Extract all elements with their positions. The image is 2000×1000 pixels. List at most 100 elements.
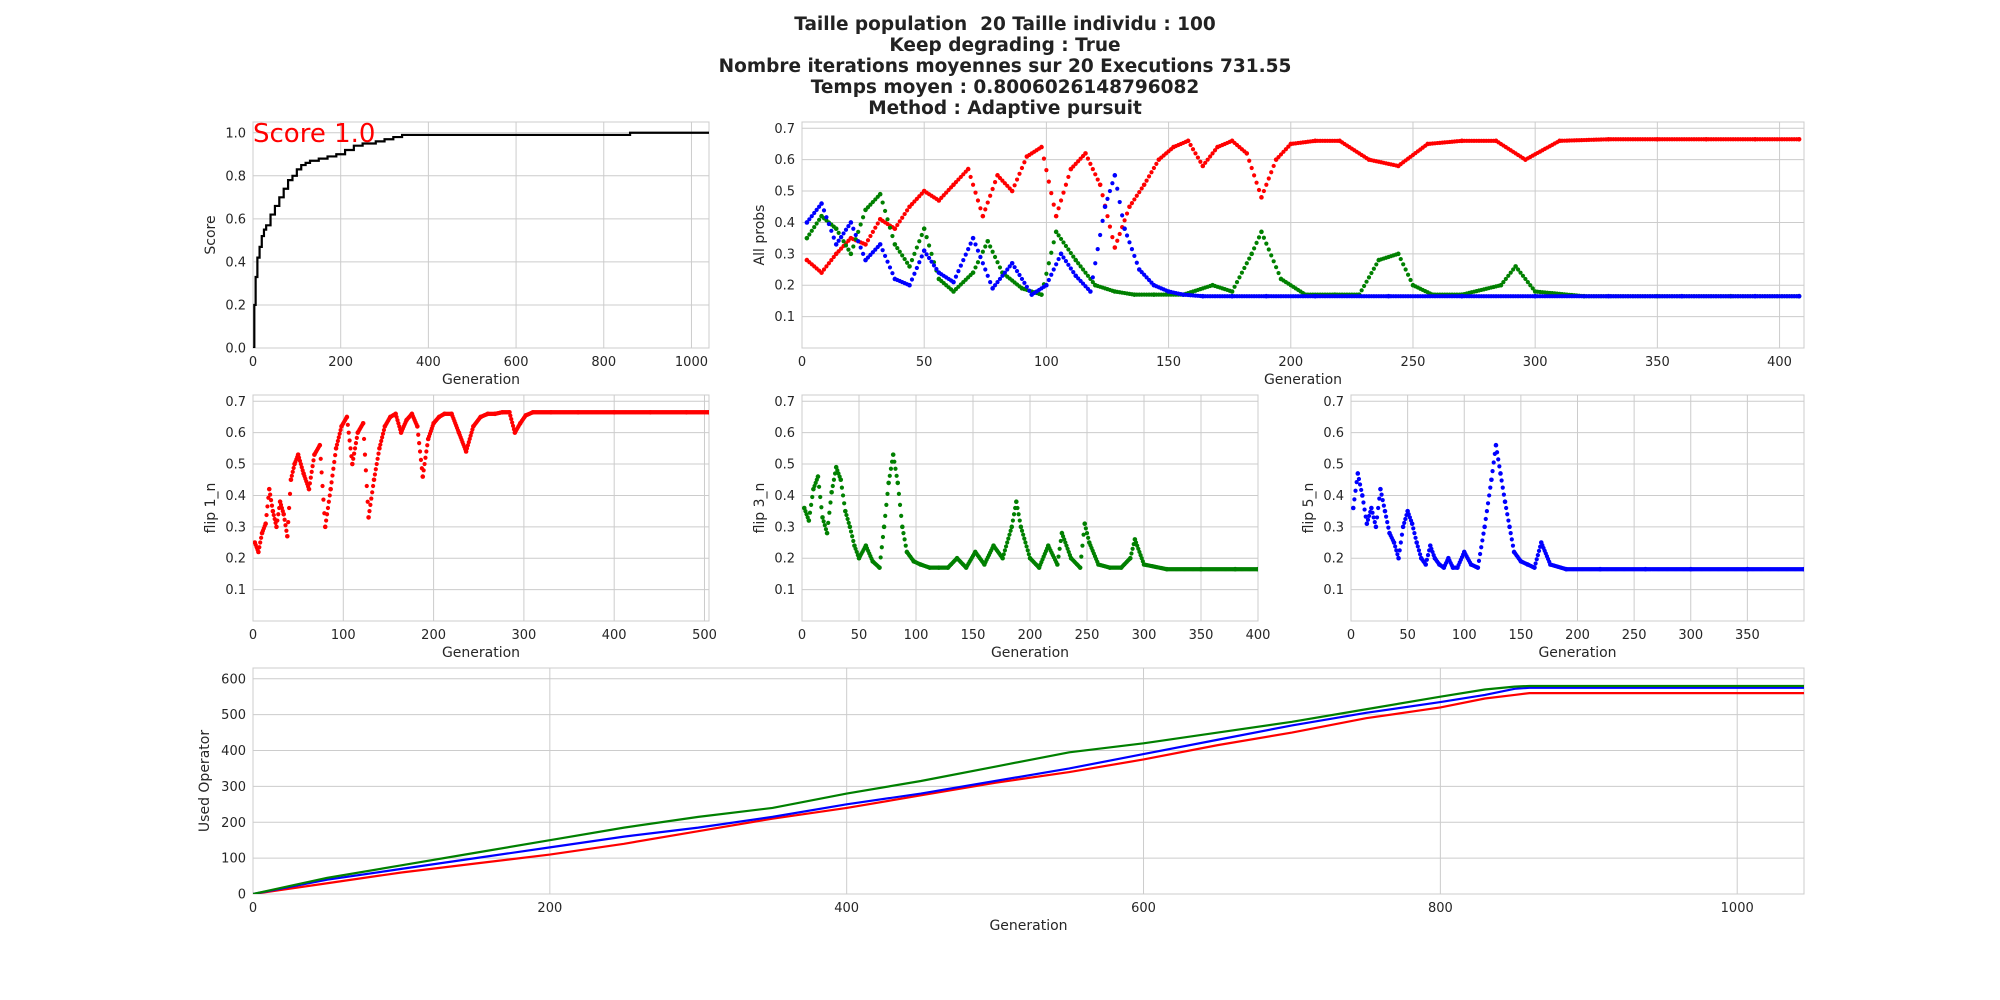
scatter-point: [820, 515, 825, 520]
scatter-point: [268, 498, 274, 503]
data-layer: [1351, 442, 1804, 572]
y-tick-label: 0.5: [1323, 458, 1344, 473]
scatter-point: [1239, 270, 1245, 275]
title-line-5: Method : Adaptive pursuit: [868, 98, 1142, 119]
scatter-point: [334, 442, 340, 447]
scatter-point: [1237, 275, 1242, 280]
scatter-point: [921, 226, 927, 232]
scatter-point: [1801, 566, 1804, 572]
y-tick-label: 0.3: [774, 247, 795, 262]
scatter-point: [372, 472, 378, 477]
scatter-point: [1019, 276, 1025, 282]
scatter-point: [1264, 241, 1269, 246]
scatter-point: [985, 200, 990, 205]
scatter-point: [1022, 280, 1027, 285]
scatter-point: [1499, 478, 1504, 483]
scatter-point: [831, 235, 836, 240]
scatter-point: [1049, 250, 1054, 255]
scatter-point: [1200, 163, 1206, 169]
y-tick-label: 1.0: [225, 126, 246, 141]
scatter-point: [1093, 261, 1098, 266]
x-tick-label: 100: [1034, 355, 1059, 370]
scatter-point: [1416, 548, 1422, 553]
scatter-point: [983, 207, 988, 212]
scatter-point: [1019, 528, 1025, 533]
scatter-point: [509, 416, 514, 422]
scatter-point: [1068, 266, 1073, 271]
scatter-point: [929, 259, 934, 264]
scatter-point: [1360, 493, 1365, 498]
scatter-point: [830, 483, 835, 489]
scatter-point: [892, 459, 897, 464]
scatter-point: [1146, 174, 1152, 179]
x-tick-label: 200: [1565, 628, 1590, 643]
scatter-point: [826, 261, 831, 266]
scatter-point: [1115, 238, 1120, 243]
scatter-point: [1367, 513, 1372, 518]
scatter-point: [286, 520, 291, 525]
scatter-point: [1485, 501, 1491, 506]
scatter-point: [361, 436, 367, 442]
scatter-point: [1127, 204, 1132, 210]
title-line-1: Taille population 20 Taille individu : 1…: [794, 14, 1216, 35]
scatter-point: [1082, 521, 1088, 526]
scatter-point: [1124, 211, 1130, 216]
scatter-point: [371, 477, 377, 483]
scatter-point: [258, 540, 263, 545]
scatter-point: [1049, 191, 1054, 196]
scatter-point: [1057, 546, 1062, 551]
scatter-point: [1379, 492, 1384, 497]
y-tick-label: 0.6: [1323, 426, 1344, 441]
scatter-point: [887, 225, 893, 230]
scatter-point: [1363, 514, 1368, 519]
x-tick-label: 300: [1678, 628, 1703, 643]
data-layer: [804, 136, 1802, 299]
scatter-point: [1117, 199, 1122, 205]
scatter-point: [330, 473, 335, 478]
scatter-point: [1049, 272, 1054, 277]
scatter-point: [1088, 289, 1093, 294]
scatter-point: [980, 249, 985, 254]
scatter-point: [1066, 247, 1071, 252]
scatter-point: [1513, 264, 1518, 269]
scatter-point: [1373, 524, 1379, 530]
scatter-point: [308, 475, 313, 480]
scatter-point: [507, 409, 512, 415]
scatter-point: [1085, 273, 1091, 278]
scatter-point: [354, 435, 359, 440]
scatter-point: [1051, 267, 1056, 272]
scatter-point: [978, 254, 983, 260]
series-line-0: [253, 131, 709, 348]
scatter-point: [348, 446, 353, 451]
y-tick-label: 0.4: [1323, 489, 1344, 504]
scatter-point: [320, 483, 325, 489]
scatter-point: [1000, 273, 1005, 278]
scatter-point: [1107, 224, 1113, 229]
scatter-point: [841, 239, 846, 244]
scatter-point: [1366, 275, 1372, 280]
scatter-point: [988, 244, 993, 249]
scatter-point: [422, 461, 427, 467]
scatter-point: [1481, 531, 1486, 536]
y-tick-label: 0.1: [774, 310, 795, 325]
scatter-point: [1259, 195, 1264, 200]
x-tick-label: 500: [692, 628, 717, 643]
scatter-point: [1083, 151, 1088, 156]
scatter-point: [370, 490, 375, 495]
scatter-point: [917, 260, 922, 265]
scatter-point: [331, 466, 336, 471]
scatter-point: [821, 208, 827, 213]
scatter-point: [1498, 282, 1504, 288]
scatter-point: [1256, 235, 1262, 240]
scatter-point: [1362, 507, 1367, 512]
scatter-point: [897, 249, 902, 254]
x-tick-label: 400: [1767, 355, 1792, 370]
scatter-point: [1371, 515, 1376, 520]
scatter-point: [826, 520, 831, 526]
scatter-point: [1127, 240, 1132, 245]
scatter-point: [1046, 261, 1051, 266]
scatter-point: [353, 441, 359, 446]
scatter-point: [900, 215, 905, 220]
scatter-point: [900, 253, 905, 258]
axes-frame: [801, 121, 1805, 349]
